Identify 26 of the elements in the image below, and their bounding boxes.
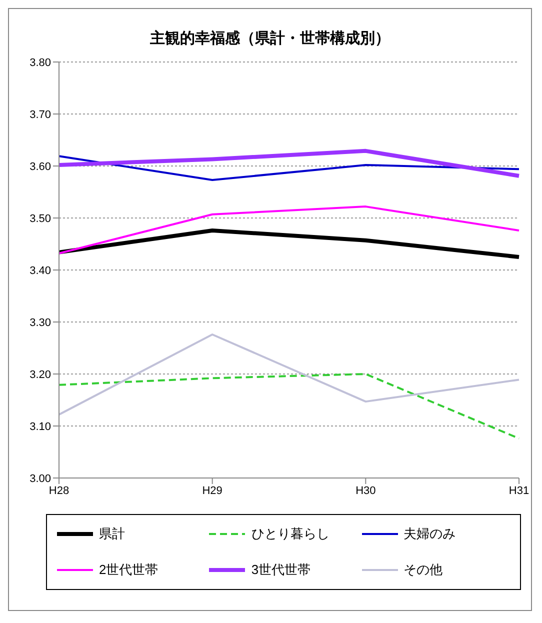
line-series [58,155,520,182]
chart-title: 主観的幸福感（県計・世帯構成別） [149,29,391,48]
legend-label: 県計 [99,525,125,543]
x-tick-label: H29 [202,484,222,497]
line-series [58,373,520,440]
y-tick-label: 3.10 [30,420,51,433]
y-tick-label: 3.20 [30,368,51,381]
y-tick-label: 3.60 [30,160,51,173]
line-series [57,148,521,178]
legend-label: 3世代世帯 [251,561,311,579]
y-tick-label: 3.50 [30,212,51,225]
line-series [58,333,520,416]
y-tick-label: 3.70 [30,108,51,121]
x-tick-label: H31 [508,484,530,497]
x-tick-label: H28 [48,484,70,497]
y-tick-label: 3.80 [30,56,51,69]
x-tick-label: H30 [356,484,376,497]
legend-label: その他 [404,561,443,579]
legend-label: 2世代世帯 [99,561,158,579]
legend-label: ひとり暮らし [251,525,330,543]
legend-label: 夫婦のみ [404,525,456,543]
y-tick-label: 3.40 [30,264,51,277]
line-series [58,206,520,254]
y-tick-label: 3.00 [30,472,51,485]
y-tick-label: 3.30 [30,316,51,329]
line-series [57,228,521,259]
